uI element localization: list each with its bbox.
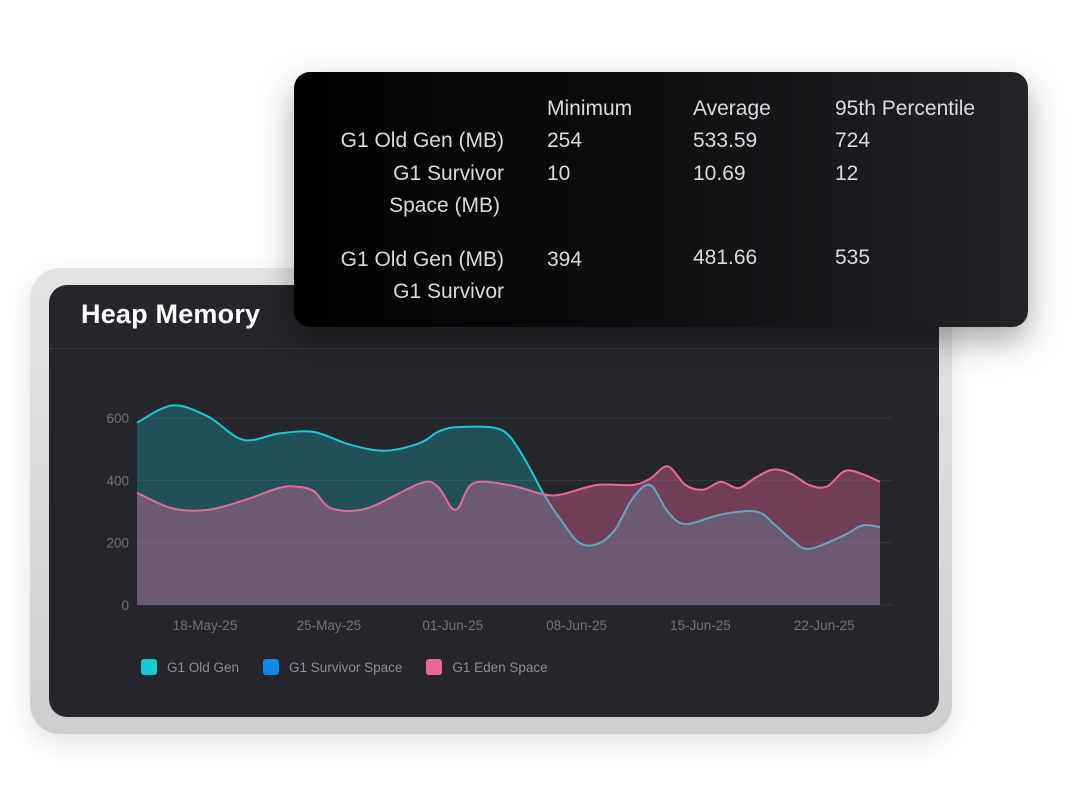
tooltip-column-header: Minimum [547, 97, 633, 120]
tooltip-value: 533.59 [693, 129, 758, 152]
tooltip-value: 394 [547, 248, 583, 271]
legend-swatch [141, 659, 157, 675]
x-tick-label: 25-May-25 [297, 618, 362, 633]
tooltip-row-label: G1 Old Gen (MB) [340, 129, 504, 152]
panel-title: Heap Memory [81, 299, 261, 329]
tooltip-value: 12 [835, 162, 859, 185]
legend-item[interactable]: G1 Survivor Space [263, 659, 402, 675]
y-tick-label: 200 [106, 536, 129, 551]
x-tick-label: 22-Jun-25 [794, 618, 855, 633]
tooltip-value: 254 [547, 129, 583, 152]
panel-divider [49, 348, 939, 349]
g1-eden-space-line [136, 465, 881, 512]
chart-legend: G1 Old Gen G1 Survivor Space G1 Eden Space [141, 659, 548, 675]
legend-swatch [263, 659, 280, 675]
legend-item[interactable]: G1 Eden Space [426, 659, 548, 675]
tooltip-value: 10 [547, 162, 571, 185]
heap-memory-chart: 0 200 400 600 18-May-25 25-May-25 01-Jun-25 08-… [106, 404, 892, 633]
tooltip-row-label: Space (MB) [389, 194, 500, 217]
g1-eden-space-area [137, 466, 880, 605]
g1-survivor-space-area [137, 602, 880, 605]
tooltip-value: 535 [835, 246, 871, 269]
y-tick-label: 400 [106, 473, 129, 488]
tooltip-value: 481.66 [693, 246, 758, 269]
legend-label: G1 Old Gen [167, 659, 240, 675]
x-tick-label: 01-Jun-25 [422, 618, 483, 633]
x-tick-label: 08-Jun-25 [546, 618, 607, 633]
tooltip-column-header: 95th Percentile [835, 97, 976, 120]
g1-old-gen-line [136, 404, 881, 550]
tooltip-value: 724 [835, 129, 871, 152]
legend-swatch [426, 659, 443, 675]
y-tick-label: 0 [121, 598, 129, 613]
g1-old-gen-area [137, 405, 880, 605]
tooltip-value: 10.69 [693, 162, 746, 185]
legend-label: G1 Eden Space [452, 659, 548, 675]
x-tick-label: 15-Jun-25 [670, 618, 731, 633]
tooltip-row-label: G1 Survivor [393, 280, 504, 303]
tooltip-row-label: G1 Survivor [393, 162, 504, 185]
tooltip-column-header: Average [693, 97, 771, 120]
stats-tooltip: Minimum Average 95th Percentile G1 Old Gen … [294, 72, 1028, 327]
heap-memory-panel: Heap Memory G1 Old Gen G1 Survivor Space G… [49, 285, 939, 717]
legend-label: G1 Survivor Space [289, 659, 403, 675]
x-tick-label: 18-May-25 [173, 618, 238, 633]
y-tick-label: 600 [106, 411, 129, 426]
legend-item[interactable]: G1 Old Gen [141, 659, 239, 675]
tooltip-row-label: G1 Old Gen (MB) [340, 248, 504, 271]
